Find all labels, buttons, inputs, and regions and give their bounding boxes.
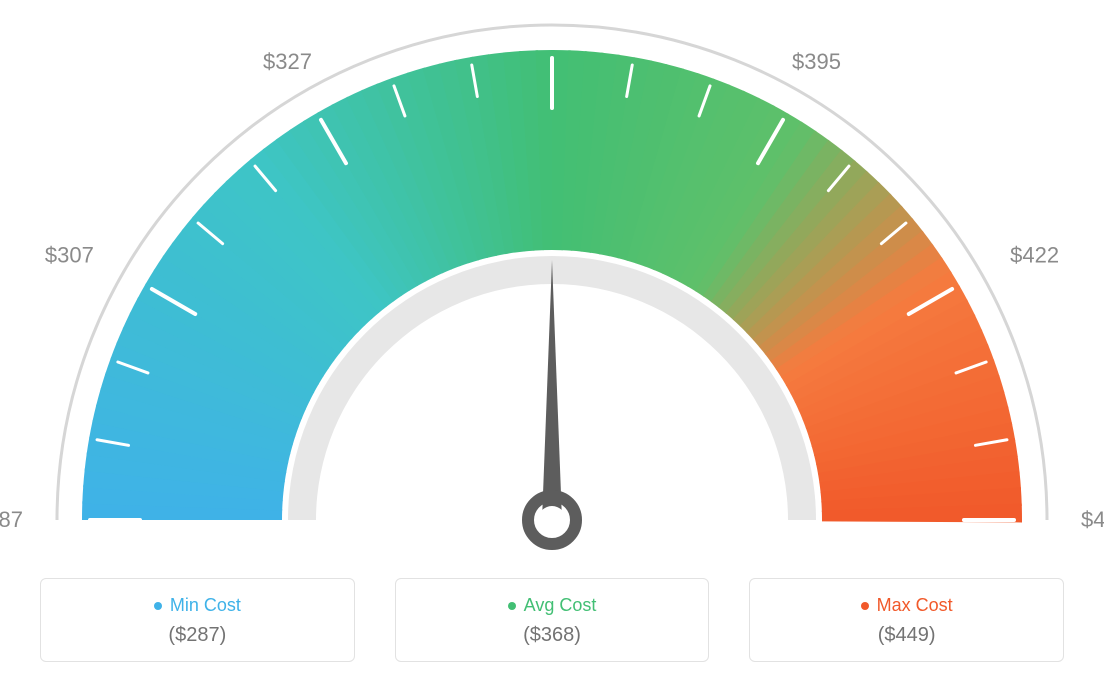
legend-avg-label-text: Avg Cost [524, 595, 597, 616]
legend-row: Min Cost ($287) Avg Cost ($368) Max Cost… [0, 578, 1104, 662]
gauge-tick-label: $307 [45, 243, 94, 268]
gauge-area: $287 $307 $327 $368 $395 $422 $449 [0, 0, 1104, 560]
gauge-tick-label: $287 [0, 507, 23, 532]
gauge-svg: $287 $307 $327 $368 $395 $422 $449 [0, 0, 1104, 560]
legend-max-label: Max Cost [861, 595, 953, 616]
legend-avg-value: ($368) [404, 624, 701, 647]
legend-max-card: Max Cost ($449) [749, 578, 1064, 662]
legend-max-label-text: Max Cost [877, 595, 953, 616]
gauge-needle [542, 260, 562, 520]
legend-avg-label: Avg Cost [508, 595, 597, 616]
gauge-tick-label: $368 [528, 0, 577, 3]
legend-avg-card: Avg Cost ($368) [395, 578, 710, 662]
legend-max-value: ($449) [758, 624, 1055, 647]
legend-min-card: Min Cost ($287) [40, 578, 355, 662]
gauge-tick-label: $422 [1010, 243, 1059, 268]
gauge-tick-label: $327 [263, 49, 312, 74]
legend-min-label: Min Cost [154, 595, 241, 616]
gauge-needle-hub-hole [538, 506, 566, 534]
legend-min-bullet [154, 602, 162, 610]
gauge-tick-label: $395 [792, 49, 841, 74]
legend-avg-bullet [508, 602, 516, 610]
legend-max-bullet [861, 602, 869, 610]
legend-min-value: ($287) [49, 624, 346, 647]
cost-gauge-chart: $287 $307 $327 $368 $395 $422 $449 Min Cost ($… [0, 0, 1104, 690]
legend-min-label-text: Min Cost [170, 595, 241, 616]
gauge-tick-label: $449 [1081, 507, 1104, 532]
